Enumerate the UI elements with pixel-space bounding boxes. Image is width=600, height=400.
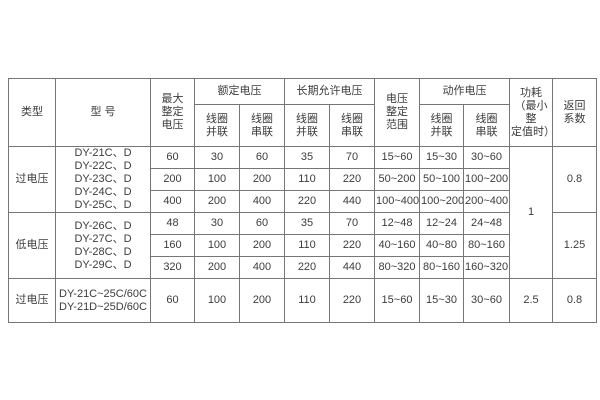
group3-models-cell: DY-21C~25C/60C DY-21D~25D/60C [55, 278, 151, 323]
cell-op-series: 160~320 [463, 256, 510, 279]
cell-rated-parallel: 100 [194, 168, 240, 191]
group3-power-consumption-cell: 2.5 [509, 278, 553, 323]
cell-setting-range: 100~400 [374, 190, 420, 213]
col-header-model: 型 号 [55, 78, 151, 147]
cell-setting-range: 40~160 [374, 234, 420, 257]
cell-rated-parallel: 200 [194, 190, 240, 213]
table-header: 类型 型 号 最大 整定 电压 额定电压 长期允许电压 电压 整定 范围 动作电… [8, 78, 597, 147]
group3-type-cell: 过电压 [8, 278, 56, 323]
cell-setting-range: 12~48 [374, 212, 420, 235]
table-row: 过电压 DY-21C、D DY-22C、D DY-23C、D DY-24C、D … [8, 146, 597, 279]
cell-rated-series: 200 [239, 168, 285, 191]
subheader-longterm-coil-series: 线圈 串联 [329, 104, 375, 147]
cell-long-parallel: 220 [284, 256, 330, 279]
cell-op-parallel: 80~160 [419, 256, 464, 279]
cell-long-series: 220 [329, 168, 375, 191]
cell-max-setting: 60 [150, 278, 195, 323]
cell-rated-series: 400 [239, 256, 285, 279]
table-body: 过电压 DY-21C、D DY-22C、D DY-23C、D DY-24C、D … [8, 146, 597, 323]
col-header-voltage-setting-range: 电压 整定 范围 [374, 78, 420, 147]
cell-max-setting: 48 [150, 212, 195, 235]
cell-op-parallel: 12~24 [419, 212, 464, 235]
cell-op-series: 80~160 [463, 234, 510, 257]
cell-op-parallel: 40~80 [419, 234, 464, 257]
table-row: 160 100 200 110 220 40~160 40~80 80~160 [9, 234, 597, 257]
cell-setting-range: 80~320 [374, 256, 420, 279]
cell-op-parallel: 15~30 [419, 146, 464, 169]
cell-rated-parallel: 100 [194, 234, 240, 257]
cell-rated-series: 400 [239, 190, 285, 213]
cell-long-parallel: 110 [284, 278, 330, 323]
cell-setting-range: 15~60 [374, 146, 420, 169]
cell-op-series: 200~400 [463, 190, 510, 213]
cell-max-setting: 320 [150, 256, 195, 279]
table-row: 320 200 400 220 440 80~320 80~160 160~32… [9, 256, 597, 279]
cell-long-series: 70 [329, 146, 375, 169]
cell-long-parallel: 110 [284, 168, 330, 191]
col-header-long-term-voltage: 长期允许电压 [284, 78, 375, 105]
group2-models-cell: DY-26C、D DY-27C、D DY-28C、D DY-29C、D [55, 212, 151, 279]
cell-max-setting: 200 [150, 168, 195, 191]
subheader-longterm-coil-parallel: 线圈 并联 [284, 104, 330, 147]
group2-return-coefficient-cell: 1.25 [552, 212, 597, 279]
cell-op-parallel: 15~30 [419, 278, 464, 323]
cell-max-setting: 60 [150, 146, 195, 169]
cell-op-series: 24~48 [463, 212, 510, 235]
shared-power-consumption-cell: 1 [509, 146, 553, 279]
col-header-operating-voltage: 动作电压 [419, 78, 510, 105]
group3-return-coefficient-cell: 0.8 [552, 278, 597, 323]
cell-rated-parallel: 30 [194, 146, 240, 169]
subheader-operating-coil-parallel: 线圈 并联 [419, 104, 464, 147]
cell-setting-range: 50~200 [374, 168, 420, 191]
cell-rated-series: 60 [239, 146, 285, 169]
cell-op-series: 100~200 [463, 168, 510, 191]
cell-long-series: 440 [329, 256, 375, 279]
cell-op-series: 30~60 [463, 278, 510, 323]
cell-rated-series: 200 [239, 278, 285, 323]
col-header-rated-voltage: 额定电压 [194, 78, 285, 105]
cell-long-series: 440 [329, 190, 375, 213]
group2-type-cell: 低电压 [8, 212, 56, 279]
cell-rated-series: 60 [239, 212, 285, 235]
cell-long-parallel: 35 [284, 146, 330, 169]
col-header-return-coefficient: 返回 系数 [552, 78, 597, 147]
relay-spec-table: 类型 型 号 最大 整定 电压 额定电压 长期允许电压 电压 整定 范围 动作电… [8, 78, 597, 323]
cell-op-parallel: 50~100 [419, 168, 464, 191]
table-row: 200 100 200 110 220 50~200 50~100 100~20… [9, 168, 597, 191]
subheader-operating-coil-series: 线圈 串联 [463, 104, 510, 147]
group1-models-cell: DY-21C、D DY-22C、D DY-23C、D DY-24C、D DY-2… [55, 146, 151, 213]
cell-op-parallel: 100~200 [419, 190, 464, 213]
cell-long-parallel: 220 [284, 190, 330, 213]
cell-max-setting: 400 [150, 190, 195, 213]
table-row: 400 200 400 220 440 100~400 100~200 200~… [9, 190, 597, 213]
cell-max-setting: 160 [150, 234, 195, 257]
cell-long-series: 70 [329, 212, 375, 235]
col-header-type: 类型 [8, 78, 56, 147]
col-header-power-consumption: 功耗 （最小整 定值时） [509, 78, 553, 147]
cell-rated-parallel: 30 [194, 212, 240, 235]
cell-long-series: 220 [329, 234, 375, 257]
cell-rated-parallel: 200 [194, 256, 240, 279]
group1-return-coefficient-cell: 0.8 [552, 146, 597, 213]
group1-type-cell: 过电压 [8, 146, 56, 213]
subheader-rated-coil-parallel: 线圈 并联 [194, 104, 240, 147]
cell-op-series: 30~60 [463, 146, 510, 169]
cell-rated-series: 200 [239, 234, 285, 257]
cell-long-parallel: 110 [284, 234, 330, 257]
cell-rated-parallel: 100 [194, 278, 240, 323]
cell-setting-range: 15~60 [374, 278, 420, 323]
cell-long-series: 220 [329, 278, 375, 323]
col-header-max-setting-voltage: 最大 整定 电压 [150, 78, 195, 147]
table-row: 过电压 DY-21C~25C/60C DY-21D~25D/60C 60 100… [8, 278, 597, 323]
subheader-rated-coil-series: 线圈 串联 [239, 104, 285, 147]
table-row: 低电压 DY-26C、D DY-27C、D DY-28C、D DY-29C、D … [8, 212, 597, 279]
cell-long-parallel: 35 [284, 212, 330, 235]
